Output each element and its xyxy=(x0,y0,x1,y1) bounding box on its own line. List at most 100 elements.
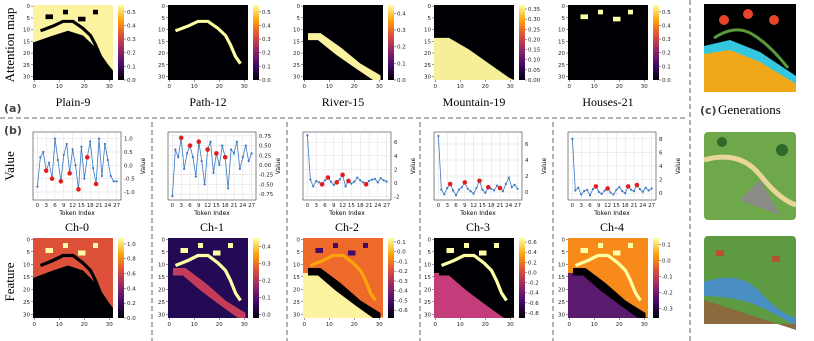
x-tick-label: 15 xyxy=(78,203,85,209)
heatmap xyxy=(168,238,248,318)
highlight-point xyxy=(49,176,55,181)
x-tick-label: 30 xyxy=(641,322,648,328)
x-tick-label: 3 xyxy=(179,203,183,209)
map-title: Mountain-19 xyxy=(443,95,506,109)
colorbar-tick-label: 0.6 xyxy=(528,240,537,246)
value-point xyxy=(36,185,39,188)
y-tick-label: 20 xyxy=(293,287,300,293)
highlight-point xyxy=(319,182,325,187)
y-tick-label: 5 xyxy=(428,250,432,256)
y-tick-label: 1.0 xyxy=(124,137,133,143)
x-tick-label: 0 xyxy=(306,203,310,209)
x-tick-label: 0 xyxy=(568,322,572,328)
colorbar-tick-label: 0.4 xyxy=(528,250,537,256)
heatmap xyxy=(434,238,514,318)
value-line xyxy=(172,137,252,197)
colorbar-tick-label: -0.6 xyxy=(397,308,408,314)
x-tick-label: 15 xyxy=(213,203,220,209)
x-tick-label: 6 xyxy=(588,203,592,209)
heatmap-region xyxy=(39,19,107,65)
colorbar-tick-label: 0.05 xyxy=(528,68,541,74)
y-tick-label: 30 xyxy=(424,74,431,80)
y-tick-label: 25 xyxy=(293,63,300,69)
heatmap-bg xyxy=(168,238,248,318)
value-point xyxy=(373,177,376,181)
y-tick-label: 15 xyxy=(293,275,300,281)
colorbar-tick-label: 0.2 xyxy=(262,279,271,285)
x-axis-label: Token Index xyxy=(328,210,365,217)
map-title: River-15 xyxy=(322,95,364,109)
value-point xyxy=(232,152,236,155)
panel-label: (b) xyxy=(4,124,22,137)
value-point xyxy=(194,175,197,178)
value-point xyxy=(48,161,51,164)
heatmap-region xyxy=(315,243,368,256)
map-title: Path-12 xyxy=(189,95,226,109)
y-tick-label: 10 xyxy=(293,262,300,268)
x-tick-label: 20 xyxy=(216,84,223,90)
x-tick-label: 0 xyxy=(168,84,172,90)
value-point xyxy=(238,167,241,171)
x-tick-label: 12 xyxy=(470,203,477,209)
x-tick-label: 27 xyxy=(113,203,120,209)
heatmap-region xyxy=(173,268,246,318)
panel-label: (a) xyxy=(4,102,21,115)
generations-title: Generations xyxy=(718,102,781,117)
value-point xyxy=(329,180,332,183)
value-point xyxy=(577,186,580,189)
x-tick-label: 20 xyxy=(482,322,489,328)
colorbar-tick-label: -0.4 xyxy=(528,291,539,297)
colorbar-tick-label: 0.1 xyxy=(262,64,271,70)
value-point xyxy=(376,181,379,184)
y-axis-label: Value xyxy=(541,157,548,174)
y-tick-label: -0.5 xyxy=(124,177,135,183)
y-tick-label: -0.50 xyxy=(259,182,274,188)
y-tick-label: 15 xyxy=(293,39,300,45)
colorbar xyxy=(118,5,124,80)
y-tick-label: 0 xyxy=(297,4,301,10)
colorbar-tick-label: 0.1 xyxy=(262,296,271,302)
y-tick-label: 20 xyxy=(424,287,431,293)
y-tick-label: 30 xyxy=(158,74,165,80)
heatmap-bg xyxy=(168,5,248,80)
x-tick-label: 9 xyxy=(62,203,66,209)
x-tick-label: 0 xyxy=(171,203,175,209)
value-point xyxy=(466,187,469,190)
y-tick-label: 6 xyxy=(394,140,398,146)
x-tick-label: 12 xyxy=(339,203,346,209)
y-tick-label: 5 xyxy=(162,250,166,256)
colorbar-tick-label: 0.0 xyxy=(528,270,537,276)
y-tick-label: 0 xyxy=(27,4,31,10)
highlight-point xyxy=(93,181,99,187)
x-tick-label: 10 xyxy=(56,84,63,90)
colorbar-tick-label: 0.1 xyxy=(127,64,136,70)
colorbar xyxy=(519,238,525,318)
colorbar-tick-label: 0.1 xyxy=(397,61,406,67)
colorbar xyxy=(253,238,259,318)
y-tick-label: 10 xyxy=(293,28,300,34)
value-point xyxy=(475,186,478,190)
value-line xyxy=(572,138,652,197)
colorbar-tick-label: 0.3 xyxy=(662,37,671,43)
value-point xyxy=(200,160,203,163)
heatmap-region xyxy=(45,9,98,22)
y-tick-label: 20 xyxy=(158,51,165,57)
x-tick-label: 30 xyxy=(507,84,514,90)
y-tick-label: 0 xyxy=(394,181,398,187)
x-tick-label: 21 xyxy=(497,203,504,209)
x-tick-label: 18 xyxy=(488,203,495,209)
value-point xyxy=(332,183,335,187)
value-point xyxy=(177,156,180,159)
value-point xyxy=(469,190,472,193)
colorbar-tick-label: 0.3 xyxy=(262,262,271,268)
y-tick-label: -2 xyxy=(394,195,399,201)
heatmap xyxy=(568,5,648,80)
x-tick-label: 24 xyxy=(639,203,646,209)
highlight-point xyxy=(67,171,72,176)
value-point xyxy=(513,183,516,186)
y-tick-label: 4 xyxy=(394,154,398,160)
y-tick-label: 0 xyxy=(428,4,432,10)
y-tick-label: 15 xyxy=(558,39,565,45)
y-tick-label: 30 xyxy=(558,312,565,318)
